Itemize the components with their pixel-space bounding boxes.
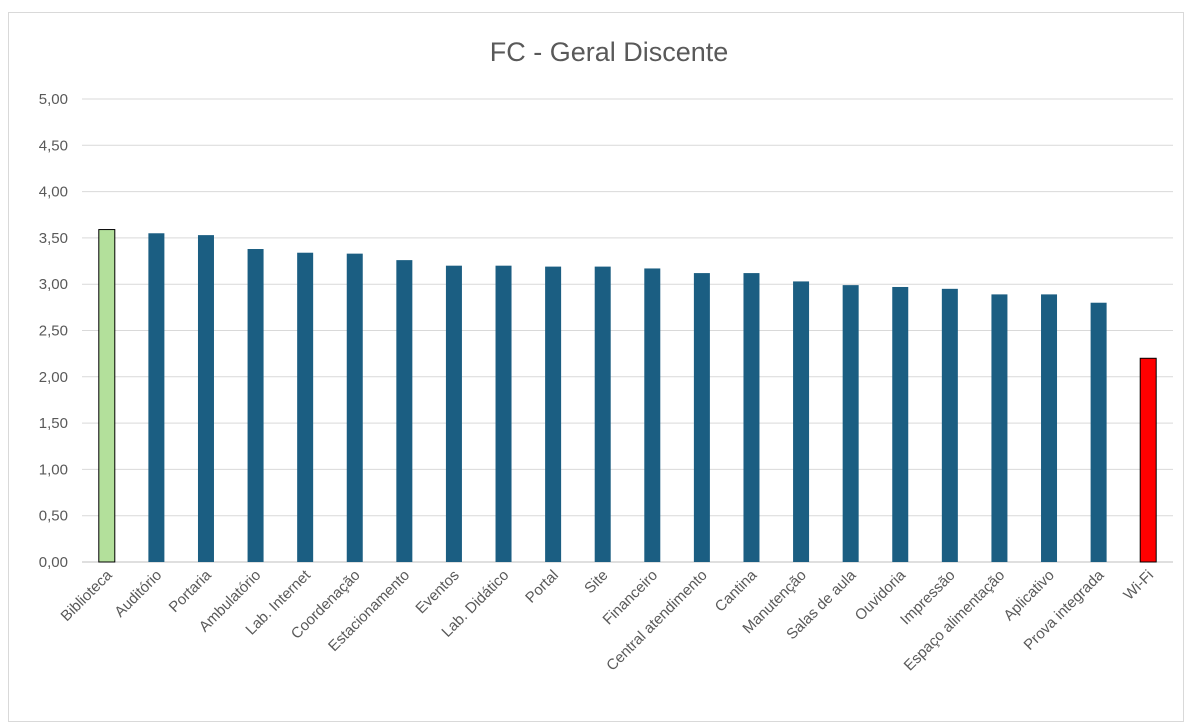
bar xyxy=(297,252,314,562)
bar xyxy=(346,253,363,562)
bar xyxy=(495,265,512,562)
y-tick-label: 2,50 xyxy=(39,323,68,340)
bar xyxy=(247,249,264,562)
bar xyxy=(197,235,214,562)
bar xyxy=(1041,294,1058,562)
y-tick-label: 1,50 xyxy=(39,415,68,432)
x-tick-label: Eventos xyxy=(412,567,462,617)
bar xyxy=(793,281,810,562)
y-tick-label: 0,00 xyxy=(39,554,68,571)
y-tick-label: 3,50 xyxy=(39,230,68,247)
bar xyxy=(1090,302,1107,562)
bar-chart: FC - Geral Discente 0,00 0,50 1,00 1,50 2,00… xyxy=(39,37,1173,674)
x-tick-label: Wi-Fi xyxy=(1120,567,1157,604)
y-tick-label: 5,00 xyxy=(39,91,68,108)
y-tick-label: 2,00 xyxy=(39,369,68,386)
bar xyxy=(445,265,462,562)
y-tick-label: 4,50 xyxy=(39,137,68,154)
x-tick-label: Cantina xyxy=(712,566,761,615)
bar xyxy=(842,285,859,562)
y-tick-label: 4,00 xyxy=(39,184,68,201)
bar xyxy=(1139,357,1157,563)
y-tick-label: 0,50 xyxy=(39,508,68,525)
bar xyxy=(148,233,165,562)
bar xyxy=(594,266,611,562)
y-axis: 0,00 0,50 1,00 1,50 2,00 2,50 3,00 3,50 4,00 4,50… xyxy=(39,91,68,571)
x-tick-label: Portal xyxy=(522,567,562,607)
bar xyxy=(991,294,1008,562)
bars xyxy=(98,229,1157,563)
gridlines xyxy=(82,98,1173,563)
y-tick-label: 3,00 xyxy=(39,276,68,293)
bar xyxy=(743,273,760,562)
bar xyxy=(941,288,958,562)
bar xyxy=(545,266,562,562)
bar xyxy=(693,273,710,562)
bar xyxy=(98,229,116,563)
bar xyxy=(396,260,413,562)
x-tick-label: Portaria xyxy=(166,566,216,616)
x-tick-label: Biblioteca xyxy=(58,566,116,624)
bar xyxy=(644,268,661,562)
x-tick-label: Site xyxy=(581,567,611,597)
chart-area: FC - Geral Discente 0,00 0,50 1,00 1,50 2,00… xyxy=(8,12,1184,722)
x-tick-label: Auditório xyxy=(111,567,165,621)
bar xyxy=(892,286,909,562)
y-tick-label: 1,00 xyxy=(39,461,68,478)
chart-title: FC - Geral Discente xyxy=(490,37,729,67)
